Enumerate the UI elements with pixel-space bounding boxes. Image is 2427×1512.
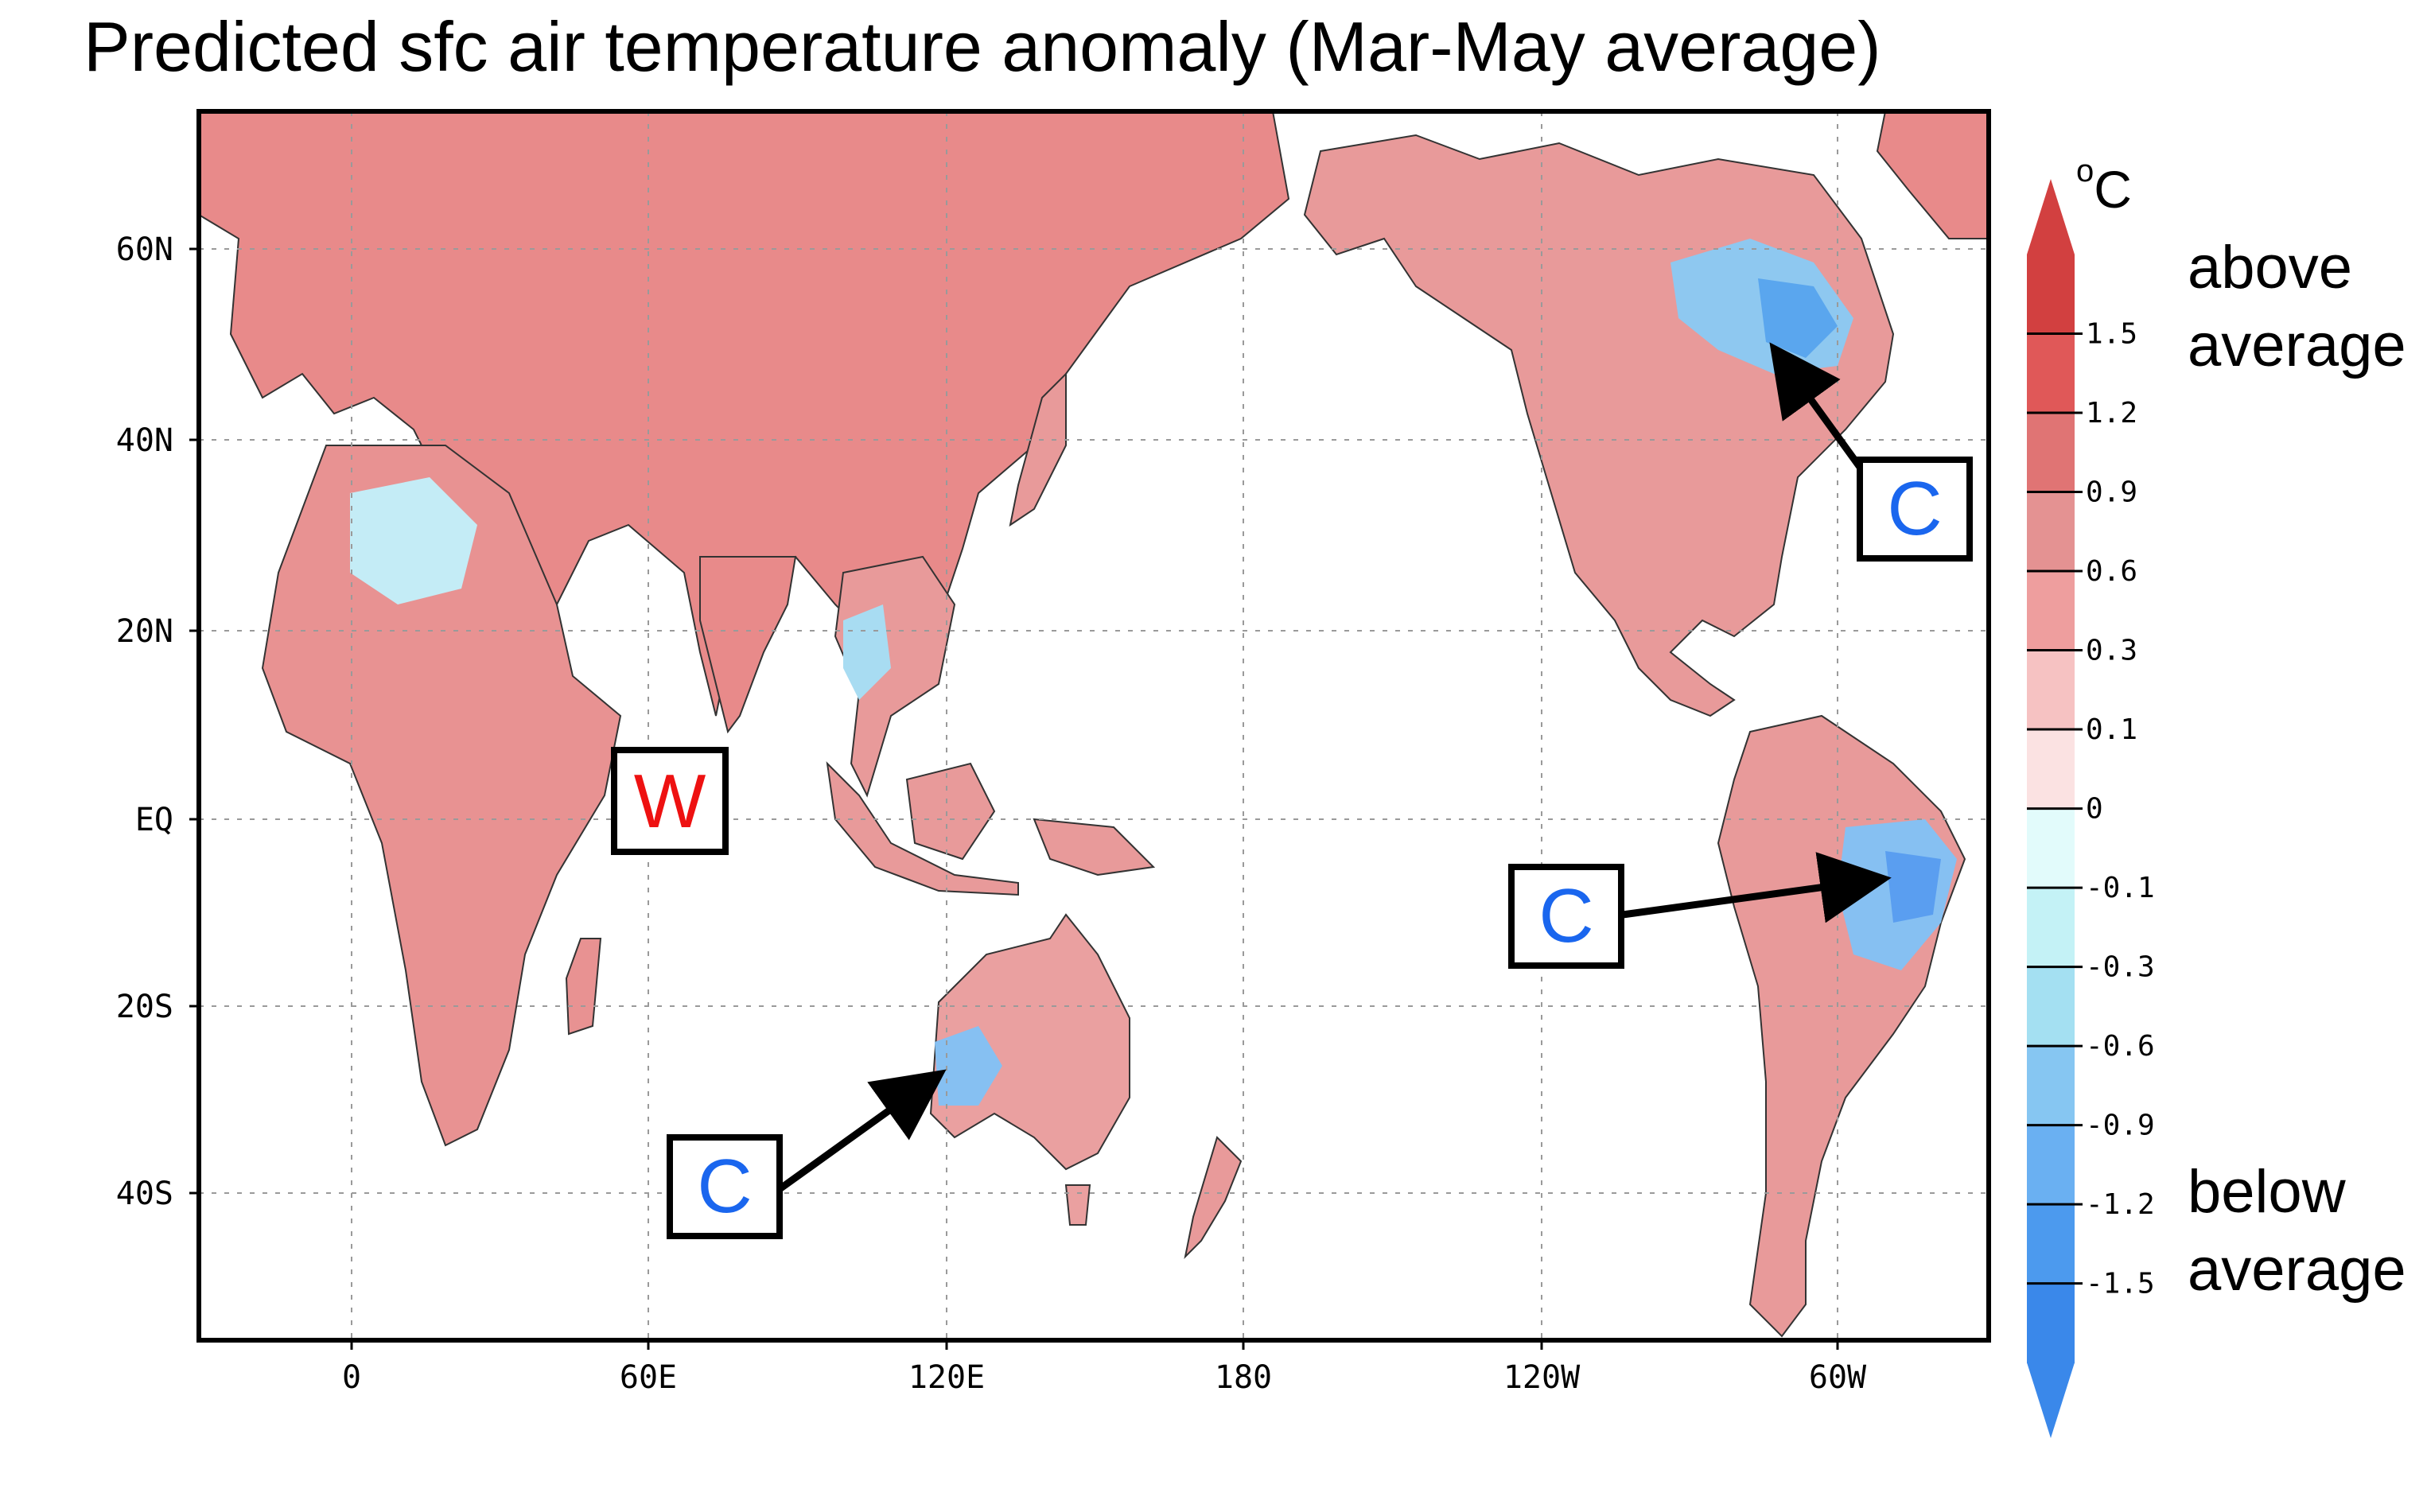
land-new-guinea: [1033, 818, 1156, 876]
map-frame-border: [196, 109, 1991, 1343]
land-new-zealand: [1184, 1136, 1243, 1260]
land-madagascar: [565, 938, 602, 1036]
lat-tick-label: EQ: [135, 802, 173, 838]
cold-region-eastern-canada-core: [1758, 278, 1838, 358]
land-japan: [1009, 371, 1067, 527]
cold-region-western-australia: [935, 1026, 1002, 1106]
colorbar: 1.5 1.2 0.9 0.6 0.3 0.1 0 -0.1 -0.3 -0.6 -0.9 -1.2 -…: [2027, 179, 2155, 1439]
colorbar-segment: [2027, 413, 2075, 493]
colorbar-tick-label: -1.5: [2086, 1268, 2155, 1300]
annotation-cold-label: C: [697, 1144, 752, 1229]
colorbar-segment: [2027, 333, 2075, 414]
colorbar-segment: [2027, 571, 2075, 651]
land-india: [699, 556, 797, 734]
colorbar-tick-label: -0.3: [2086, 951, 2155, 984]
lon-tick-label: 120E: [908, 1359, 985, 1396]
annotation-cold-label: C: [1538, 873, 1593, 958]
colorbar-tick-label: -0.1: [2086, 872, 2155, 904]
colorbar-segment: [2027, 650, 2075, 731]
colorbar-unit: C: [2094, 160, 2132, 219]
below-label-line1: below: [2188, 1158, 2346, 1226]
cold-region-eastern-brazil-core: [1885, 851, 1941, 923]
colorbar-segment: [2027, 1125, 2075, 1206]
lat-tick-label: 40S: [116, 1176, 173, 1212]
colorbar-segment: [2027, 1283, 2075, 1364]
colorbar-tick-label: 0.1: [2086, 713, 2137, 746]
annotation-cold-label: C: [1887, 466, 1942, 551]
lon-tick-label: 180: [1215, 1359, 1272, 1396]
colorbar-tick-label: -1.2: [2086, 1188, 2155, 1221]
land-borneo: [905, 762, 996, 861]
annotation-cold-brazil: C: [1508, 852, 1892, 969]
lat-tick-label: 20N: [116, 613, 173, 650]
annotation-warm-label: W: [634, 759, 706, 844]
colorbar-tick-label: 1.2: [2086, 397, 2137, 430]
above-label-line1: above: [2188, 234, 2353, 301]
annotation-warm-indian-ocean: W: [611, 747, 729, 855]
land-greenland: [1876, 111, 1989, 239]
chart-title: Predicted sfc air temperature anomaly (M…: [84, 7, 1881, 86]
colorbar-segment: [2027, 1046, 2075, 1126]
colorbar-segment: [2027, 492, 2075, 573]
below-label-line2: average: [2188, 1236, 2406, 1304]
colorbar-segment: [2027, 808, 2075, 889]
lon-tick-label: 60E: [620, 1359, 677, 1396]
cold-region-southeast-asia: [843, 604, 891, 700]
lat-tick-label: 20S: [116, 989, 173, 1025]
colorbar-tick-label: 0: [2086, 793, 2103, 826]
colorbar-unit-label: oC: [2076, 154, 2132, 219]
colorbar-segment: [2027, 888, 2075, 968]
lon-tick-label: 0: [342, 1359, 361, 1396]
colorbar-segment: [2027, 966, 2075, 1048]
colorbar-top-arrow: [2027, 179, 2075, 255]
colorbar-bottom-arrow: [2027, 1362, 2075, 1439]
colorbar-tick-label: 0.6: [2086, 555, 2137, 588]
colorbar-tick-label: 1.5: [2086, 318, 2137, 351]
above-average-label: above average: [2188, 229, 2406, 385]
tick-marks: [189, 247, 1839, 1350]
grid-lines: [199, 111, 1989, 1340]
colorbar-segment: [2027, 1204, 2075, 1285]
colorbar-segment: [2027, 729, 2075, 810]
below-average-label: below average: [2188, 1153, 2406, 1309]
lon-tick-label: 120W: [1503, 1359, 1581, 1396]
land-tasmania: [1064, 1184, 1091, 1226]
above-label-line2: average: [2188, 312, 2406, 379]
annotation-cold-canada: C: [1769, 342, 1973, 562]
colorbar-segment: [2027, 255, 2075, 335]
colorbar-tick-label: -0.9: [2086, 1110, 2155, 1142]
lat-tick-label: 60N: [116, 231, 173, 268]
colorbar-tick-label: 0.9: [2086, 476, 2137, 509]
colorbar-tick-label: -0.6: [2086, 1030, 2155, 1063]
lat-tick-label: 40N: [116, 422, 173, 459]
cold-anomaly-layer: [350, 239, 1957, 1106]
annotation-cold-australia: C: [667, 1069, 947, 1239]
lon-tick-label: 60W: [1809, 1359, 1867, 1396]
cold-region-north-africa: [350, 477, 477, 604]
colorbar-tick-label: 0.3: [2086, 635, 2137, 667]
